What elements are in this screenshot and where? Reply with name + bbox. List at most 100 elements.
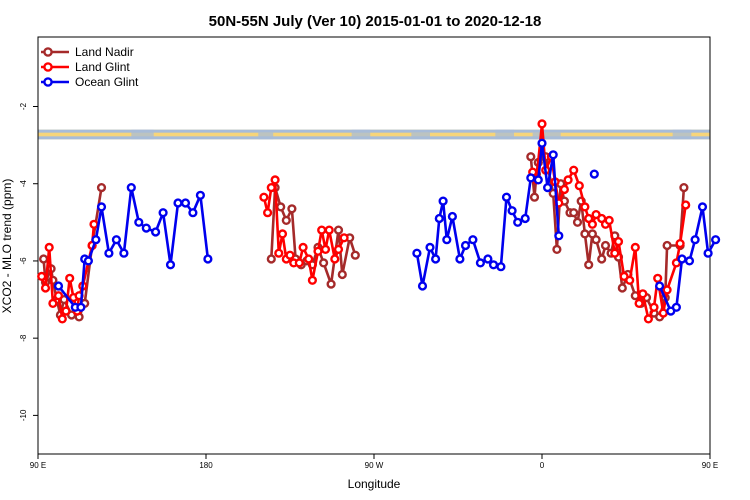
data-point: [496, 262, 506, 272]
data-point: [104, 248, 114, 258]
data-point: [65, 273, 75, 283]
data-point: [91, 235, 101, 245]
data-point: [339, 233, 349, 243]
data-point: [307, 275, 318, 285]
series-land-glint: [37, 119, 691, 324]
data-point: [569, 165, 579, 175]
x-tick-label: 90 E: [702, 461, 718, 470]
data-point: [548, 150, 558, 160]
x-tick-label: 90 E: [30, 461, 46, 470]
data-point: [658, 308, 668, 318]
x-tick-label: 90 W: [365, 461, 384, 470]
data-point: [274, 248, 284, 258]
data-point: [412, 248, 422, 258]
data-point: [654, 281, 665, 291]
chart-title: 50N-55N July (Ver 10) 2015-01-01 to 2020…: [209, 13, 542, 30]
data-point: [89, 219, 99, 229]
data-point: [630, 242, 640, 253]
data-point: [513, 217, 523, 227]
data-point: [285, 250, 295, 260]
data-point: [350, 250, 360, 260]
data-point: [677, 254, 687, 264]
data-point: [320, 244, 331, 255]
data-point: [604, 215, 614, 226]
data-point: [270, 175, 280, 185]
ocean-band-top: [38, 129, 710, 133]
data-point: [259, 192, 269, 202]
data-point: [158, 208, 168, 218]
data-point: [625, 275, 635, 285]
data-point: [684, 256, 695, 266]
data-point: [40, 283, 51, 293]
data-point: [653, 273, 663, 283]
data-point: [277, 229, 288, 239]
data-point: [57, 314, 67, 324]
data-point: [507, 206, 517, 216]
data-point: [48, 298, 58, 309]
data-point: [53, 291, 64, 301]
data-point: [468, 235, 478, 245]
ocean-band-bottom: [38, 136, 710, 140]
legend-entry-label: Land Nadir: [75, 45, 134, 59]
data-point: [44, 242, 54, 253]
data-point: [126, 183, 136, 193]
ocean-band-segment: [411, 132, 430, 140]
data-point: [559, 184, 570, 195]
data-point: [173, 198, 183, 208]
data-point: [537, 119, 547, 129]
data-point: [188, 208, 198, 218]
data-point: [671, 302, 682, 312]
data-point: [324, 225, 334, 235]
series-land-nadir: [38, 152, 689, 322]
data-point: [313, 246, 323, 256]
ocean-band-segment: [131, 129, 154, 140]
data-point: [542, 183, 553, 193]
data-point: [134, 217, 144, 227]
data-point: [679, 183, 689, 193]
data-point: [417, 281, 428, 291]
data-point: [319, 258, 329, 268]
data-point: [649, 302, 659, 312]
data-point: [591, 235, 601, 245]
data-point: [703, 248, 713, 258]
data-point: [526, 152, 536, 162]
x-tick-label: 180: [199, 461, 213, 470]
data-point: [520, 213, 530, 224]
series-layer: [37, 119, 721, 324]
legend-swatch-marker: [43, 47, 53, 57]
y-tick-label: -8: [19, 334, 28, 342]
y-tick-label: -2: [19, 102, 28, 110]
data-point: [597, 254, 607, 264]
data-point: [563, 175, 573, 185]
legend-entry-label: Land Glint: [75, 60, 130, 74]
data-point: [53, 281, 64, 291]
data-point: [488, 260, 499, 270]
data-point: [294, 258, 304, 268]
data-point: [337, 269, 347, 280]
data-point: [326, 279, 336, 289]
data-point: [203, 254, 213, 264]
ocean-band-segment: [495, 129, 514, 140]
data-point: [431, 254, 441, 264]
x-tick-label: 0: [540, 461, 545, 470]
data-point: [662, 240, 672, 251]
data-point: [533, 175, 543, 185]
data-point: [263, 208, 273, 218]
data-point: [584, 260, 594, 270]
data-point: [287, 204, 297, 214]
data-point: [617, 283, 627, 293]
data-point: [304, 254, 314, 264]
data-point: [298, 242, 308, 253]
data-point: [119, 248, 129, 258]
data-point: [165, 260, 176, 270]
data-point: [460, 240, 471, 251]
data-point: [96, 183, 107, 193]
data-point: [537, 138, 547, 148]
data-point: [710, 235, 721, 245]
data-point: [697, 202, 708, 212]
x-axis-label: Longitude: [348, 477, 401, 491]
data-point: [38, 254, 49, 264]
ocean-band-segment: [351, 129, 371, 140]
